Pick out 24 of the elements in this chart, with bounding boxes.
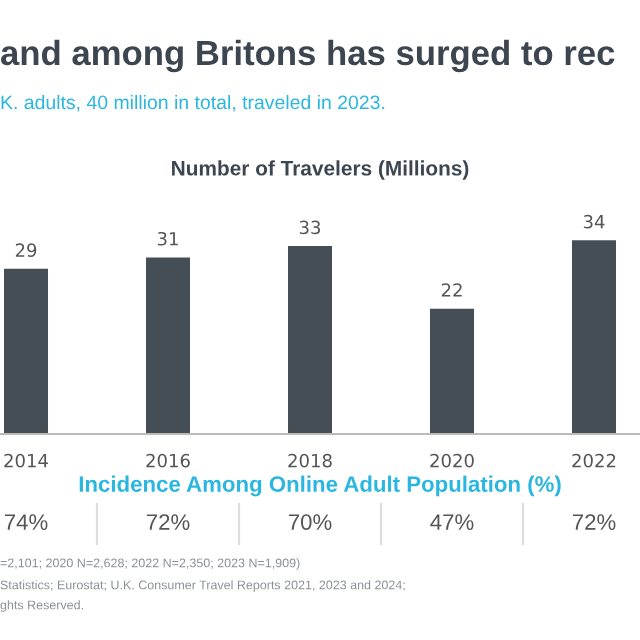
- data-label: 33: [299, 220, 321, 235]
- x-axis-title: Number of Travelers (Millions): [172, 160, 469, 180]
- bar: [287, 246, 333, 434]
- x-tick-label: 2014: [4, 453, 48, 468]
- text: 47%: [430, 514, 474, 530]
- chart-title: and among Britons has surged to rec: [1, 39, 615, 73]
- text: 72%: [146, 514, 190, 530]
- x-tick-label: 2016: [146, 453, 190, 468]
- x-tick-label: 2020: [430, 453, 474, 468]
- data-label: 31: [157, 231, 178, 246]
- bar: [571, 240, 617, 434]
- text: 74%: [4, 514, 48, 530]
- bar: [429, 308, 475, 434]
- data-label: 29: [15, 243, 37, 257]
- chart-subtitle: K. adults, 40 million in total, traveled in 2023.: [1, 94, 385, 112]
- data-label: 22: [441, 283, 462, 297]
- text: 70%: [288, 514, 332, 530]
- data-label: 34: [583, 214, 605, 229]
- bar: [145, 257, 191, 434]
- x-tick-label: 2022: [572, 453, 616, 468]
- text: Incidence Among Online Adult Population (%): [79, 475, 561, 497]
- x-tick-label: 2018: [288, 453, 332, 468]
- text: 72%: [572, 514, 616, 530]
- bar: [3, 268, 49, 434]
